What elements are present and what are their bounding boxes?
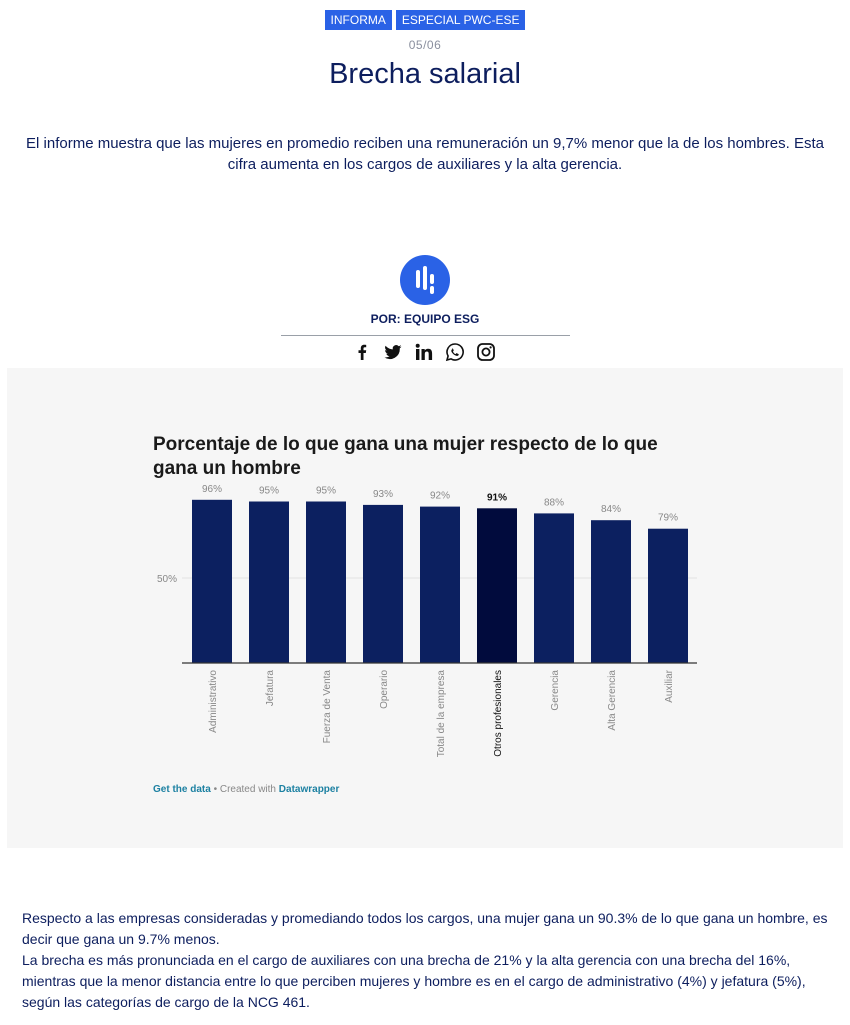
x-tick-label-5: Otros profesionales	[493, 670, 504, 757]
article-body: Respecto a las empresas consideradas y p…	[22, 908, 832, 1013]
bar-8	[648, 528, 688, 663]
data-label-1: 95%	[259, 486, 279, 497]
body-paragraph-2: La brecha es más pronunciada en el cargo…	[22, 952, 806, 1010]
bar-1	[249, 501, 289, 663]
get-data-link[interactable]: Get the data	[153, 784, 211, 795]
x-tick-label-2: Fuerza de Venta	[322, 670, 333, 744]
bar-2	[306, 501, 346, 663]
x-tick-label-7: Alta Gerencia	[607, 670, 618, 731]
x-tick-label-1: Jefatura	[265, 670, 276, 707]
tag-informa[interactable]: INFORMA	[324, 10, 392, 30]
x-tick-label-6: Gerencia	[550, 670, 561, 711]
linkedin-icon[interactable]	[414, 342, 434, 362]
bar-6	[534, 513, 574, 663]
x-tick-label-4: Total de la empresa	[436, 670, 447, 758]
x-tick-label-0: Administrativo	[208, 670, 219, 733]
credit-separator: • Created with	[210, 784, 279, 795]
data-label-7: 84%	[601, 504, 621, 515]
y-tick-label-0: 50%	[157, 574, 177, 585]
body-paragraph-1: Respecto a las empresas consideradas y p…	[22, 910, 828, 947]
data-label-4: 92%	[430, 491, 450, 502]
author-name: POR: EQUIPO ESG	[370, 312, 480, 326]
x-tick-label-3: Operario	[379, 670, 390, 709]
data-label-2: 95%	[316, 486, 336, 497]
data-label-5: 91%	[487, 492, 507, 503]
data-label-8: 79%	[658, 513, 678, 524]
author-avatar-icon	[400, 255, 450, 305]
social-share-bar	[352, 342, 496, 362]
instagram-icon[interactable]	[476, 342, 496, 362]
bar-5	[477, 508, 517, 663]
bar-chart: 50% 96% Administrativo 95% Jefatura 95% Fuerza…	[157, 485, 697, 758]
article-date: 05/06	[408, 38, 442, 52]
bar-7	[591, 520, 631, 663]
twitter-icon[interactable]	[383, 342, 403, 362]
data-label-3: 93%	[373, 489, 393, 500]
bar-3	[363, 504, 403, 663]
x-tick-label-8: Auxiliar	[664, 669, 675, 702]
bar-4	[420, 506, 460, 663]
tag-especial[interactable]: ESPECIAL PWC-ESE	[395, 10, 526, 30]
chart-title: Porcentaje de lo que gana una mujer resp…	[153, 434, 658, 479]
data-label-0: 96%	[202, 485, 222, 495]
whatsapp-icon[interactable]	[445, 342, 465, 362]
tag-list: INFORMA ESPECIAL PWC-ESE	[0, 10, 850, 30]
article-lead: El informe muestra que las mujeres en pr…	[26, 135, 824, 173]
data-label-6: 88%	[544, 497, 564, 508]
author-divider	[281, 335, 570, 336]
chart-credit: Get the data • Created with Datawrapper	[153, 784, 339, 795]
facebook-icon[interactable]	[352, 342, 372, 362]
bar-0	[192, 499, 232, 663]
datawrapper-link[interactable]: Datawrapper	[278, 784, 340, 795]
page-title: Brecha salarial	[329, 58, 521, 90]
